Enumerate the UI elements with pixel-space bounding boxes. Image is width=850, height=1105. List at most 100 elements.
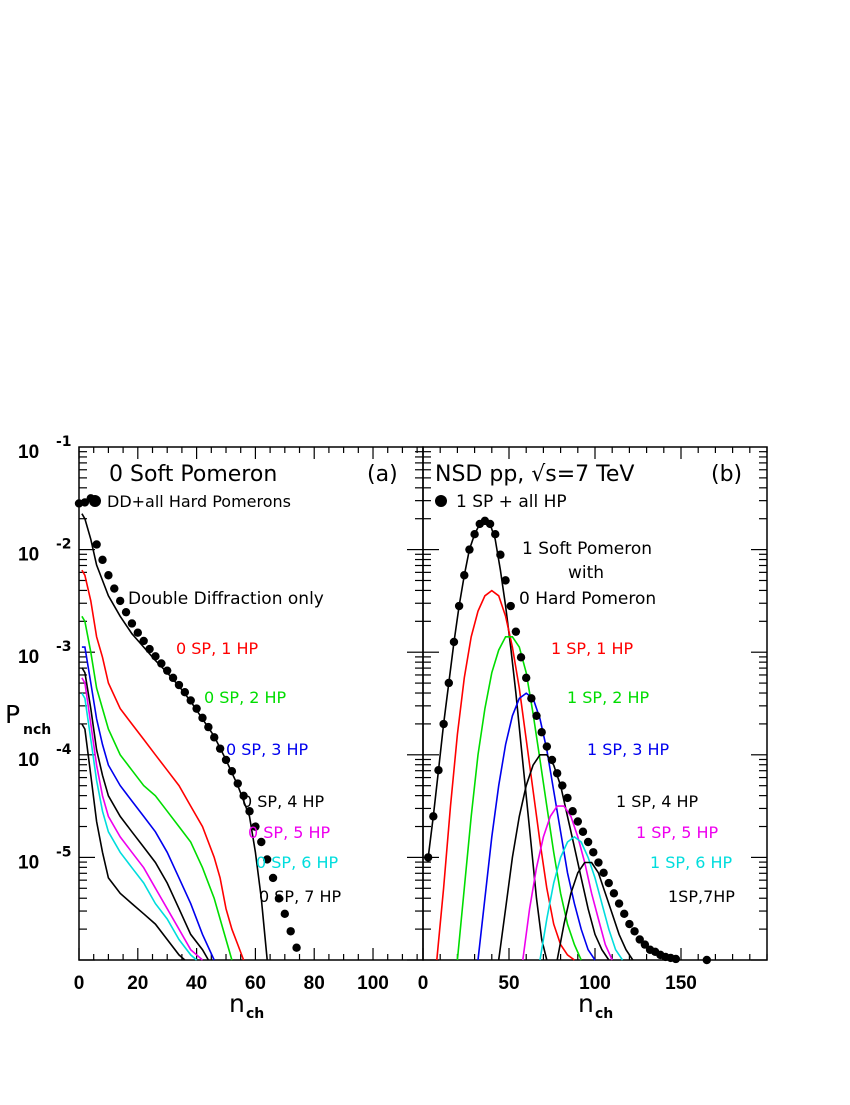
panel-a-legend-label: DD+all Hard Pomerons xyxy=(107,492,291,511)
data-point xyxy=(115,596,125,606)
data-point xyxy=(292,943,301,952)
y-tick-label: 10 xyxy=(18,442,39,463)
data-point xyxy=(542,742,552,751)
y-tick-label: 10 xyxy=(18,750,39,771)
data-point xyxy=(268,873,278,883)
data-point xyxy=(274,894,284,903)
data-point xyxy=(121,607,131,617)
panel-b-series-label: 1 SP, 4 HP xyxy=(616,792,699,811)
data-point xyxy=(522,673,531,683)
series-line xyxy=(456,635,582,961)
panel-a-x-axis-title-subscript: ch xyxy=(246,1006,264,1022)
series-line xyxy=(81,569,245,961)
data-point xyxy=(257,837,266,847)
data-point xyxy=(635,935,644,944)
data-point xyxy=(204,722,213,732)
y-tick-label-exponent: -1 xyxy=(56,434,72,450)
data-point xyxy=(671,954,681,964)
data-point xyxy=(516,653,526,662)
data-point xyxy=(151,652,160,661)
data-point xyxy=(92,540,101,549)
x-tick-label: 0 xyxy=(74,973,85,994)
data-point xyxy=(563,793,572,803)
series-line xyxy=(556,861,634,961)
data-point xyxy=(245,807,254,816)
data-point xyxy=(506,601,515,611)
data-point xyxy=(568,807,577,816)
panel-a-title: 0 Soft Pomeron xyxy=(109,462,277,487)
y-tick-label: 10 xyxy=(18,647,39,668)
data-point xyxy=(485,519,495,529)
series-line xyxy=(427,519,548,961)
data-point xyxy=(186,696,195,705)
data-point xyxy=(454,601,464,611)
panel-b-series-label: 1 SP, 6 HP xyxy=(650,853,733,872)
data-point xyxy=(429,812,438,821)
series-line xyxy=(81,723,186,961)
panel-b-series-label: 1 SP, 2 HP xyxy=(567,688,650,707)
series-line xyxy=(522,805,613,961)
x-tick-label: 0 xyxy=(418,973,429,994)
data-point xyxy=(496,550,505,559)
data-point xyxy=(192,704,201,713)
panel-a-series-label: 0 SP, 5 HP xyxy=(248,823,331,842)
y-tick-label-exponent: -2 xyxy=(56,537,72,553)
data-point xyxy=(239,791,248,801)
data-point xyxy=(470,530,479,539)
panel-b-legend-label: 1 SP + all HP xyxy=(456,492,567,512)
data-point xyxy=(614,899,624,908)
x-tick-label: 50 xyxy=(498,973,519,994)
data-point xyxy=(80,498,90,507)
y-axis-title: P xyxy=(5,700,20,729)
panel-b-note-line: with xyxy=(568,563,604,583)
data-point xyxy=(460,571,469,580)
panel-a-curves xyxy=(81,513,268,961)
data-point xyxy=(233,779,242,788)
data-point xyxy=(104,571,113,580)
panel-a-tag: (a) xyxy=(367,462,398,487)
data-point xyxy=(449,637,459,647)
x-tick-label: 80 xyxy=(304,973,325,994)
data-point xyxy=(527,694,536,703)
series-line xyxy=(497,753,610,961)
x-tick-label: 100 xyxy=(357,973,389,994)
series-line xyxy=(81,692,198,961)
panel-b-legend-marker xyxy=(435,495,447,507)
x-tick-label: 20 xyxy=(127,973,148,994)
data-point xyxy=(465,545,474,554)
series-line xyxy=(436,589,575,961)
data-point xyxy=(227,767,237,776)
panel-b-curves xyxy=(427,519,634,961)
data-point xyxy=(511,627,521,636)
panel-b-title: NSD pp, √s=7 TeV xyxy=(435,462,634,487)
panel-b-series-label: 1 SP, 5 HP xyxy=(636,823,719,842)
x-tick-label: 40 xyxy=(186,973,207,994)
data-point xyxy=(168,673,178,683)
panel-a-series-label: 0 SP, 1 HP xyxy=(176,639,259,658)
data-point xyxy=(491,530,500,539)
panel-a: 0 20 40 60 80 100 0 Soft Pomeron (a) DD+all H… xyxy=(74,446,424,994)
data-point xyxy=(547,755,557,765)
panel-b-note-line: 0 Hard Pomeron xyxy=(519,589,656,609)
data-point xyxy=(180,688,190,697)
data-point xyxy=(174,680,184,690)
data-point xyxy=(604,878,613,888)
data-point xyxy=(640,940,650,949)
data-point xyxy=(127,619,137,628)
data-point xyxy=(501,576,510,585)
panel-a-series-label: 0 SP, 3 HP xyxy=(226,740,309,759)
panel-b: 0 50 100 150 NSD pp, √s=7 TeV (b) 1 SP + al… xyxy=(418,446,768,994)
panel-b-tag: (b) xyxy=(711,462,742,487)
panel-a-x-axis-title: n xyxy=(229,989,245,1018)
data-point xyxy=(215,744,225,753)
data-point xyxy=(625,919,634,929)
series-line xyxy=(81,646,215,961)
data-point xyxy=(198,713,207,723)
series-line xyxy=(81,677,204,961)
series-line xyxy=(539,835,624,961)
data-point xyxy=(286,927,295,936)
data-point xyxy=(594,858,603,867)
data-point xyxy=(444,678,453,688)
panel-b-x-axis-title: n xyxy=(578,989,594,1018)
